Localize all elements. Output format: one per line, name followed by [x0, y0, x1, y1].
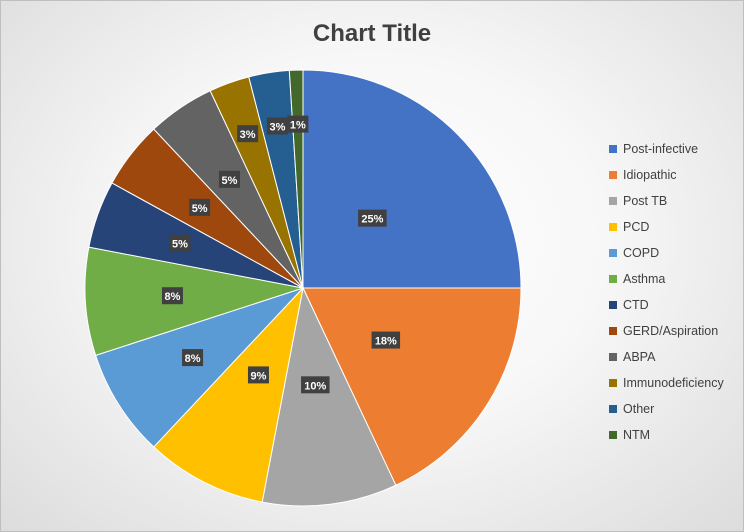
- legend-swatch: [609, 405, 617, 413]
- pie-slice: [153, 286, 304, 503]
- legend-swatch: [609, 327, 617, 335]
- data-label-box: [358, 209, 387, 227]
- data-label-box: [182, 349, 204, 367]
- legend-item: Post TB: [609, 188, 724, 214]
- legend-swatch: [609, 249, 617, 257]
- legend-item: Immunodeficiency: [609, 370, 724, 396]
- data-label-box: [189, 198, 211, 216]
- legend-label: Post-infective: [623, 142, 699, 156]
- legend-swatch: [609, 301, 617, 309]
- legend-item: COPD: [609, 240, 724, 266]
- pie-slice: [261, 286, 397, 507]
- legend-swatch: [609, 145, 617, 153]
- chart-title: Chart Title: [312, 20, 432, 47]
- pie-slice: [302, 287, 522, 486]
- legend-item: Other: [609, 396, 724, 422]
- legend-label: ABPA: [623, 350, 656, 364]
- data-label: 8%: [185, 353, 201, 365]
- data-label-box: [169, 234, 191, 252]
- data-label-box: [266, 117, 288, 135]
- legend-label: Immunodeficiency: [623, 376, 724, 390]
- data-label: 1%: [290, 120, 306, 132]
- legend-label: Asthma: [623, 272, 666, 286]
- legend-label: GERD/Aspiration: [623, 324, 719, 338]
- legend-item: ABPA: [609, 344, 724, 370]
- data-label-box: [287, 115, 309, 133]
- legend-item: Post-infective: [609, 136, 724, 162]
- legend-label: PCD: [623, 220, 650, 234]
- legend-label: CTD: [623, 298, 649, 312]
- pie-slice: [302, 69, 522, 289]
- legend-item: PCD: [609, 214, 724, 240]
- data-label: 18%: [375, 336, 397, 348]
- data-label-box: [218, 170, 240, 188]
- chart-legend: Post-infective Idiopathic Post TB PCD COPD As…: [609, 136, 724, 448]
- legend-item: Asthma: [609, 266, 724, 292]
- legend-item: NTM: [609, 422, 724, 448]
- legend-swatch: [609, 431, 617, 439]
- data-label-box: [301, 376, 330, 394]
- legend-item: CTD: [609, 292, 724, 318]
- data-label: 5%: [192, 203, 208, 215]
- data-label-box: [247, 366, 269, 384]
- data-label-box: [237, 125, 259, 143]
- legend-label: NTM: [623, 428, 651, 442]
- legend-swatch: [609, 197, 617, 205]
- data-label: 10%: [304, 380, 326, 392]
- legend-swatch: [609, 275, 617, 283]
- data-label: 8%: [165, 291, 181, 303]
- legend-label: Post TB: [623, 194, 668, 208]
- legend-swatch: [609, 223, 617, 231]
- data-label-box: [371, 331, 401, 349]
- data-label: 5%: [172, 239, 188, 251]
- legend-item: GERD/Aspiration: [609, 318, 724, 344]
- data-label: 9%: [251, 370, 267, 382]
- data-label-box: [161, 287, 183, 305]
- data-label: 5%: [222, 175, 238, 187]
- legend-swatch: [609, 353, 617, 361]
- data-label: 3%: [240, 129, 256, 141]
- legend-label: Other: [623, 402, 655, 416]
- pie-slice: [95, 287, 304, 448]
- pie-slice: [84, 246, 304, 356]
- data-label: 3%: [269, 122, 285, 134]
- legend-item: Idiopathic: [609, 162, 724, 188]
- legend-swatch: [609, 379, 617, 387]
- legend-swatch: [609, 171, 617, 179]
- legend-label: COPD: [623, 246, 660, 260]
- legend-label: Idiopathic: [623, 168, 677, 182]
- data-label: 25%: [361, 214, 383, 226]
